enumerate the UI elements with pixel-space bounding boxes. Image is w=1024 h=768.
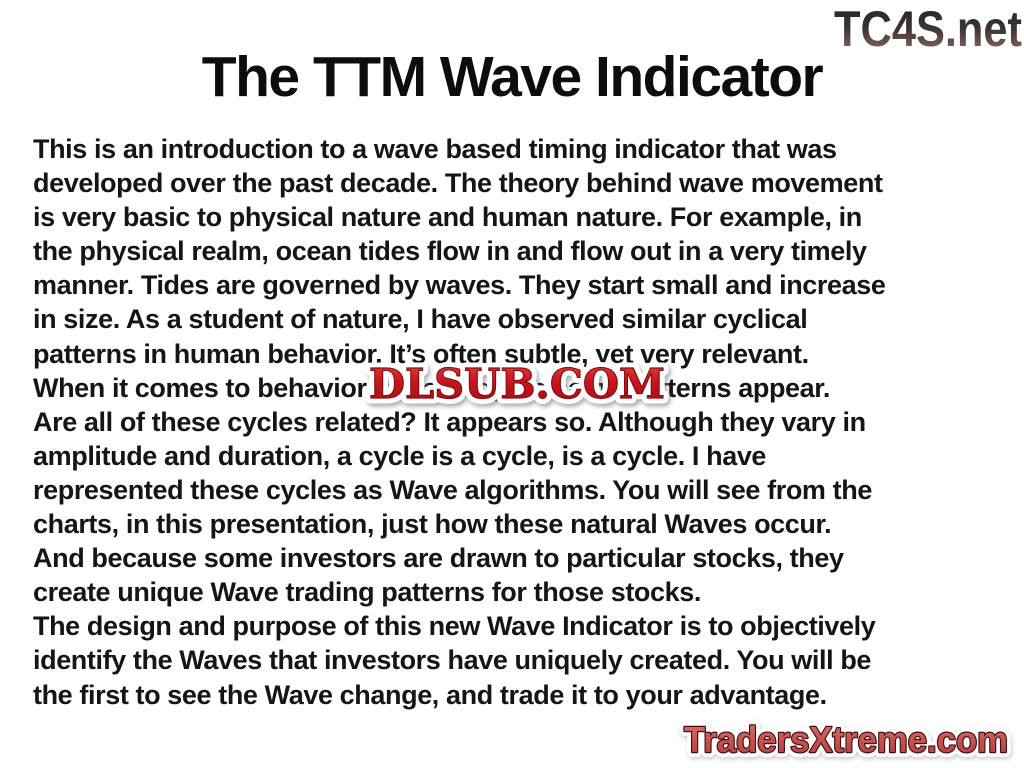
body-line: represented these cycles as Wave algorit… [33,474,872,505]
tradersxtreme-watermark-text: TradersXtreme.com [684,719,1008,760]
body-line: the physical realm, ocean tides flow in … [33,236,867,267]
body-line: the first to see the Wave change, and tr… [33,679,827,710]
body-line: Are all of these cycles related? It appe… [33,406,866,437]
body-line: create unique Wave trading patterns for … [33,577,701,608]
body-line: amplitude and duration, a cycle is a cyc… [33,440,767,471]
body-line: patterns in human behavior. It’s often s… [33,338,809,369]
body-line: When it comes to behavior in trading, th… [33,372,830,403]
dlsub-watermark-outline: DLSUB.COM [369,360,665,408]
body-line: is very basic to physical nature and hum… [33,202,862,233]
body-line: This is an introduction to a wave based … [33,134,837,164]
tradersxtreme-watermark: TradersXtreme.com TradersXtreme.com [679,714,1013,765]
tc4s-watermark-text: TC4S.net [834,2,1022,56]
body-line: And because some investors are drawn to … [33,543,844,574]
body-line: manner. Tides are governed by waves. The… [33,270,886,301]
tc4s-watermark: TC4S.net [834,2,1022,56]
slide-title: The TTM Wave Indicator [201,45,824,109]
slide-body: This is an introduction to a wave based … [33,132,1003,712]
body-line: in size. As a student of nature, I have … [33,304,808,335]
body-line: charts, in this presentation, just how t… [33,509,832,540]
body-line: identify the Waves that investors have u… [33,645,872,676]
dlsub-watermark: DLSUB.COM DLSUB.COM [364,355,671,413]
body-line: The design and purpose of this new Wave … [33,611,876,642]
tradersxtreme-watermark-glow: TradersXtreme.com [684,719,1008,760]
body-line: developed over the past decade. The theo… [33,168,883,199]
dlsub-watermark-text: DLSUB.COM [369,360,665,408]
